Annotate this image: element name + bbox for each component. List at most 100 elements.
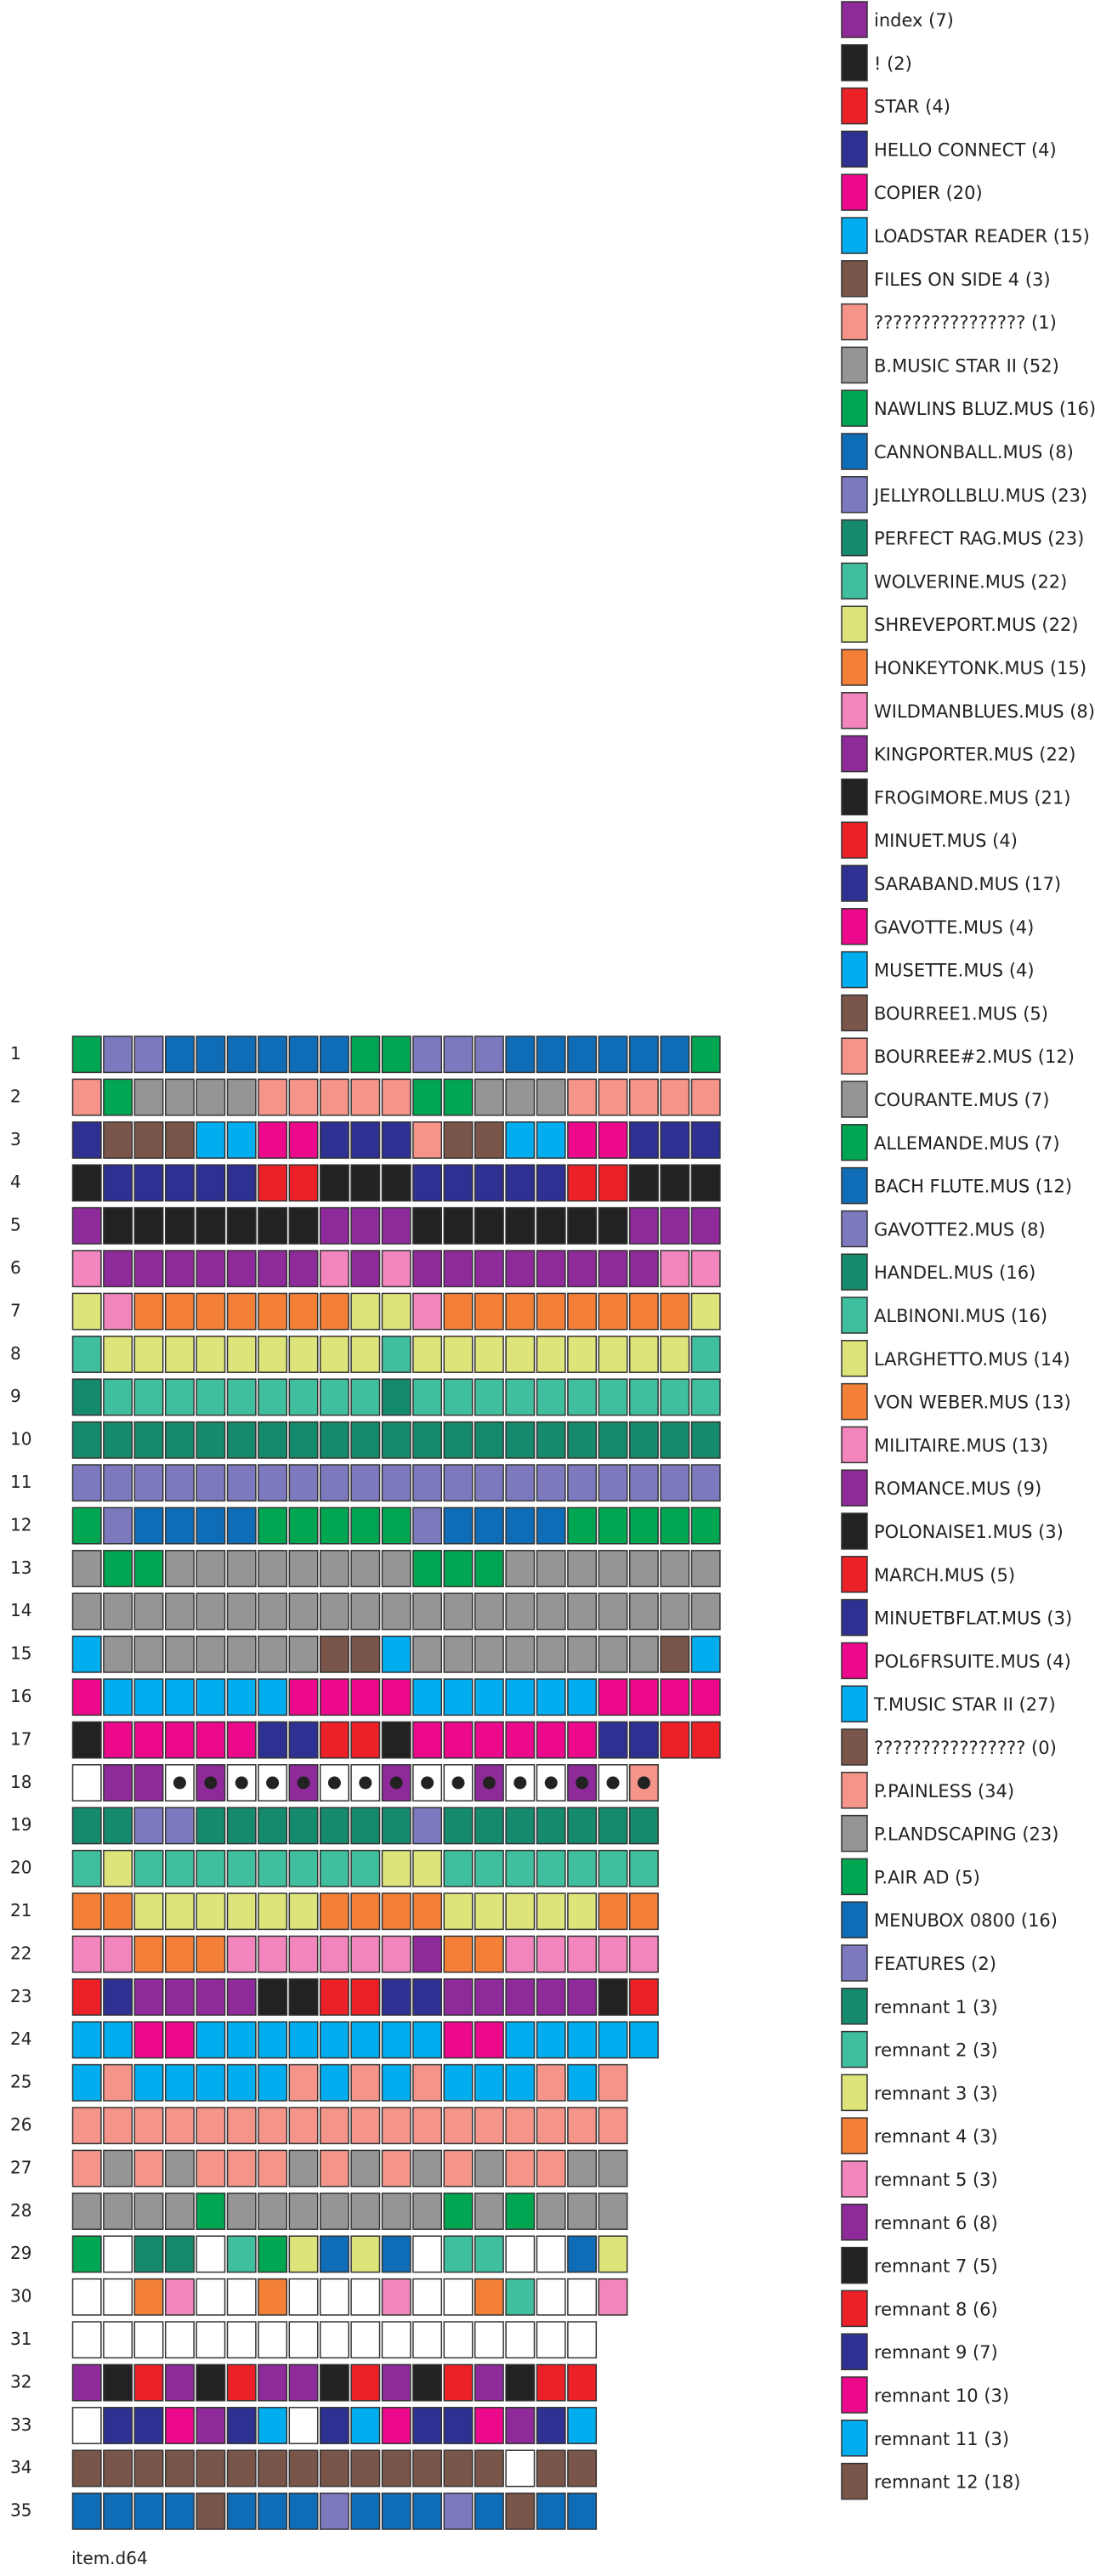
sector-cell xyxy=(381,1206,411,1245)
sector-cell xyxy=(103,1421,133,1459)
sector-cell xyxy=(319,1807,349,1845)
sector-cell xyxy=(350,1978,381,2016)
sector-cell xyxy=(443,2278,474,2316)
legend-swatch xyxy=(841,1642,868,1680)
sector-cell xyxy=(319,1849,349,1887)
sector-cell xyxy=(133,1892,164,1931)
sector-cell xyxy=(690,1635,721,1673)
sector-cell xyxy=(628,1978,659,2016)
sector-cell xyxy=(288,2149,319,2187)
sector-cell xyxy=(598,2235,628,2273)
sector-cell xyxy=(196,1036,226,1074)
sector-cell xyxy=(133,2449,164,2488)
sector-cell xyxy=(350,2363,381,2402)
legend-item: remnant 5 (3) xyxy=(841,2160,998,2198)
legend-item: BOURREE#2.MUS (12) xyxy=(841,1037,1075,1075)
sector-cell xyxy=(505,1250,536,1288)
sector-cell xyxy=(505,1121,536,1159)
sector-cell xyxy=(443,1378,474,1416)
sector-cell xyxy=(412,1807,443,1845)
track-label: 34 xyxy=(10,2457,31,2477)
sector-cell xyxy=(628,1935,659,1973)
sector-cell xyxy=(164,1978,195,2016)
legend-item: ALLEMANDE.MUS (7) xyxy=(841,1124,1060,1161)
sector-cell xyxy=(660,1464,690,1502)
sector-cell xyxy=(288,2193,319,2230)
sector-cell xyxy=(258,1807,288,1845)
sector-cell xyxy=(443,2407,474,2444)
sector-cell xyxy=(536,1378,566,1416)
sector-cell xyxy=(412,1336,443,1373)
sector-cell xyxy=(226,1892,257,1931)
sector-cell xyxy=(164,2363,195,2402)
legend-swatch xyxy=(841,950,868,989)
legend-swatch xyxy=(841,1426,868,1464)
sector-cell xyxy=(381,1464,411,1502)
legend-item: ???????????????? (1) xyxy=(841,303,1057,341)
sector-cell xyxy=(164,1078,195,1116)
sector-cell xyxy=(690,1292,721,1331)
sector-cell xyxy=(412,2449,443,2488)
sector-cell xyxy=(350,2321,381,2359)
sector-cell xyxy=(412,2063,443,2102)
sector-cell xyxy=(567,1036,598,1074)
sector-cell xyxy=(71,2363,102,2402)
track-label: 2 xyxy=(10,1086,21,1106)
sector-cell xyxy=(288,1935,319,1973)
sector-cell xyxy=(474,2193,504,2230)
legend-item: PERFECT RAG.MUS (23) xyxy=(841,519,1084,557)
sector-cell xyxy=(536,1678,566,1716)
sector-cell xyxy=(598,1721,628,1759)
sector-cell xyxy=(319,2407,349,2444)
sector-cell xyxy=(690,1121,721,1159)
sector-cell xyxy=(505,2107,536,2145)
sector-cell xyxy=(567,1892,598,1931)
sector-cell xyxy=(381,1036,411,1074)
sector-cell xyxy=(628,1849,659,1887)
sector-cell xyxy=(258,1635,288,1673)
sector-cell xyxy=(103,1849,133,1887)
sector-cell xyxy=(350,1121,381,1159)
sector-cell xyxy=(381,1635,411,1673)
sector-cell xyxy=(690,1336,721,1373)
sector-cell xyxy=(288,1635,319,1673)
legend-label: FEATURES (2) xyxy=(874,1954,996,1974)
sector-cell xyxy=(164,1336,195,1373)
legend-item: SHREVEPORT.MUS (22) xyxy=(841,605,1079,643)
sector-cell xyxy=(381,1892,411,1931)
sector-cell xyxy=(350,1464,381,1502)
sector-cell xyxy=(536,1978,566,2016)
legend-label: remnant 3 (3) xyxy=(874,2083,998,2103)
sector-cell xyxy=(103,1550,133,1587)
sector-cell xyxy=(350,2063,381,2102)
legend-item: remnant 1 (3) xyxy=(841,1988,998,2025)
sector-cell xyxy=(319,1721,349,1759)
sector-cell xyxy=(133,2193,164,2230)
sector-cell xyxy=(567,1764,598,1801)
sector-cell xyxy=(412,1635,443,1673)
sector-cell xyxy=(628,1421,659,1459)
sector-cell xyxy=(443,1849,474,1887)
sector-cell xyxy=(226,1592,257,1631)
sector-cell xyxy=(567,1464,598,1502)
sector-cell xyxy=(226,1678,257,1716)
sector-cell xyxy=(71,1550,102,1587)
sector-cell xyxy=(319,1464,349,1502)
sector-cell xyxy=(164,2278,195,2316)
legend-swatch xyxy=(841,1037,868,1075)
sector-cell xyxy=(350,1506,381,1545)
sector-cell xyxy=(505,2449,536,2488)
sector-cell xyxy=(103,1206,133,1245)
sector-cell xyxy=(381,1506,411,1545)
legend-item: COURANTE.MUS (7) xyxy=(841,1081,1049,1118)
sector-cell xyxy=(443,2063,474,2102)
sector-cell xyxy=(258,1292,288,1331)
sector-cell xyxy=(598,1849,628,1887)
sector-cell xyxy=(226,2321,257,2359)
sector-cell xyxy=(258,1078,288,1116)
sector-cell xyxy=(164,1506,195,1545)
sector-marker xyxy=(482,1776,496,1790)
sector-cell xyxy=(381,1078,411,1116)
sector-cell xyxy=(628,1378,659,1416)
sector-cell xyxy=(412,1721,443,1759)
